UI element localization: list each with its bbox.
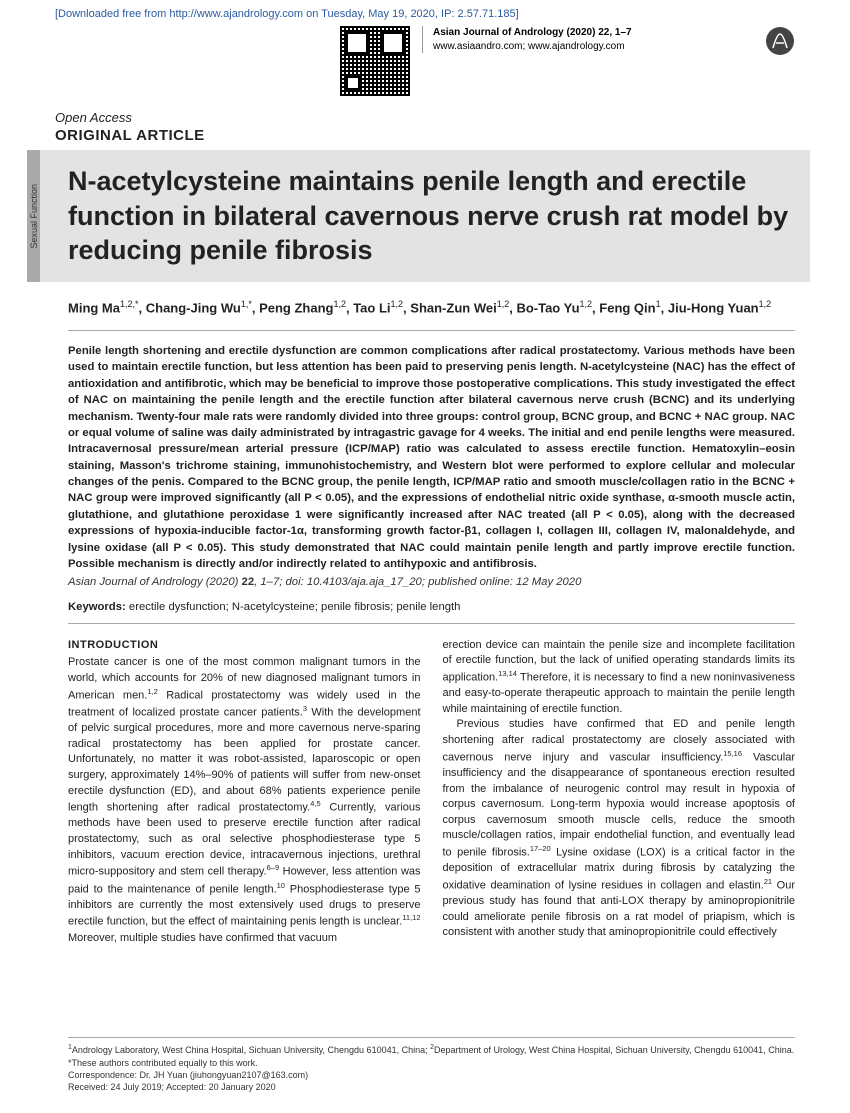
abstract-text: Penile length shortening and erectile dy…	[0, 331, 850, 572]
journal-logo-icon	[765, 26, 795, 56]
article-type: ORIGINAL ARTICLE	[0, 127, 850, 150]
title-strip: Sexual Function N-acetylcysteine maintai…	[40, 150, 810, 282]
keywords-text: erectile dysfunction; N-acetylcysteine; …	[129, 601, 461, 613]
download-banner: [Downloaded free from http://www.ajandro…	[0, 0, 850, 26]
article-title: N-acetylcysteine maintains penile length…	[68, 164, 790, 268]
column-left: INTRODUCTION Prostate cancer is one of t…	[68, 638, 421, 947]
keywords-label: Keywords:	[68, 601, 126, 613]
qr-code-icon	[340, 26, 410, 96]
article-dates: Received: 24 July 2019; Accepted: 20 Jan…	[68, 1081, 795, 1093]
author-list: Ming Ma1,2,*, Chang-Jing Wu1,*, Peng Zha…	[0, 282, 850, 320]
section-heading: INTRODUCTION	[68, 638, 421, 654]
body-paragraph: Prostate cancer is one of the most commo…	[68, 655, 421, 946]
body-columns: INTRODUCTION Prostate cancer is one of t…	[0, 624, 850, 947]
keywords-row: Keywords: erectile dysfunction; N-acetyl…	[0, 591, 850, 613]
journal-meta: Asian Journal of Andrology (2020) 22, 1–…	[422, 26, 795, 53]
body-paragraph: erection device can maintain the penile …	[443, 638, 796, 718]
section-tab: Sexual Function	[27, 150, 40, 282]
citation-line: Asian Journal of Andrology (2020) 22, 1–…	[0, 572, 850, 590]
column-right: erection device can maintain the penile …	[443, 638, 796, 947]
affiliations: 1Andrology Laboratory, West China Hospit…	[68, 1043, 795, 1056]
open-access-label: Open Access	[0, 102, 850, 127]
journal-urls: www.asiaandro.com; www.ajandrology.com	[433, 40, 795, 54]
body-paragraph: Previous studies have confirmed that ED …	[443, 717, 796, 941]
journal-citation: Asian Journal of Andrology (2020) 22, 1–…	[433, 26, 795, 40]
header-row: Asian Journal of Andrology (2020) 22, 1–…	[0, 26, 850, 102]
equal-contrib: *These authors contributed equally to th…	[68, 1057, 795, 1069]
correspondence: Correspondence: Dr. JH Yuan (jiuhongyuan…	[68, 1069, 795, 1081]
footer-block: 1Andrology Laboratory, West China Hospit…	[68, 1037, 795, 1093]
